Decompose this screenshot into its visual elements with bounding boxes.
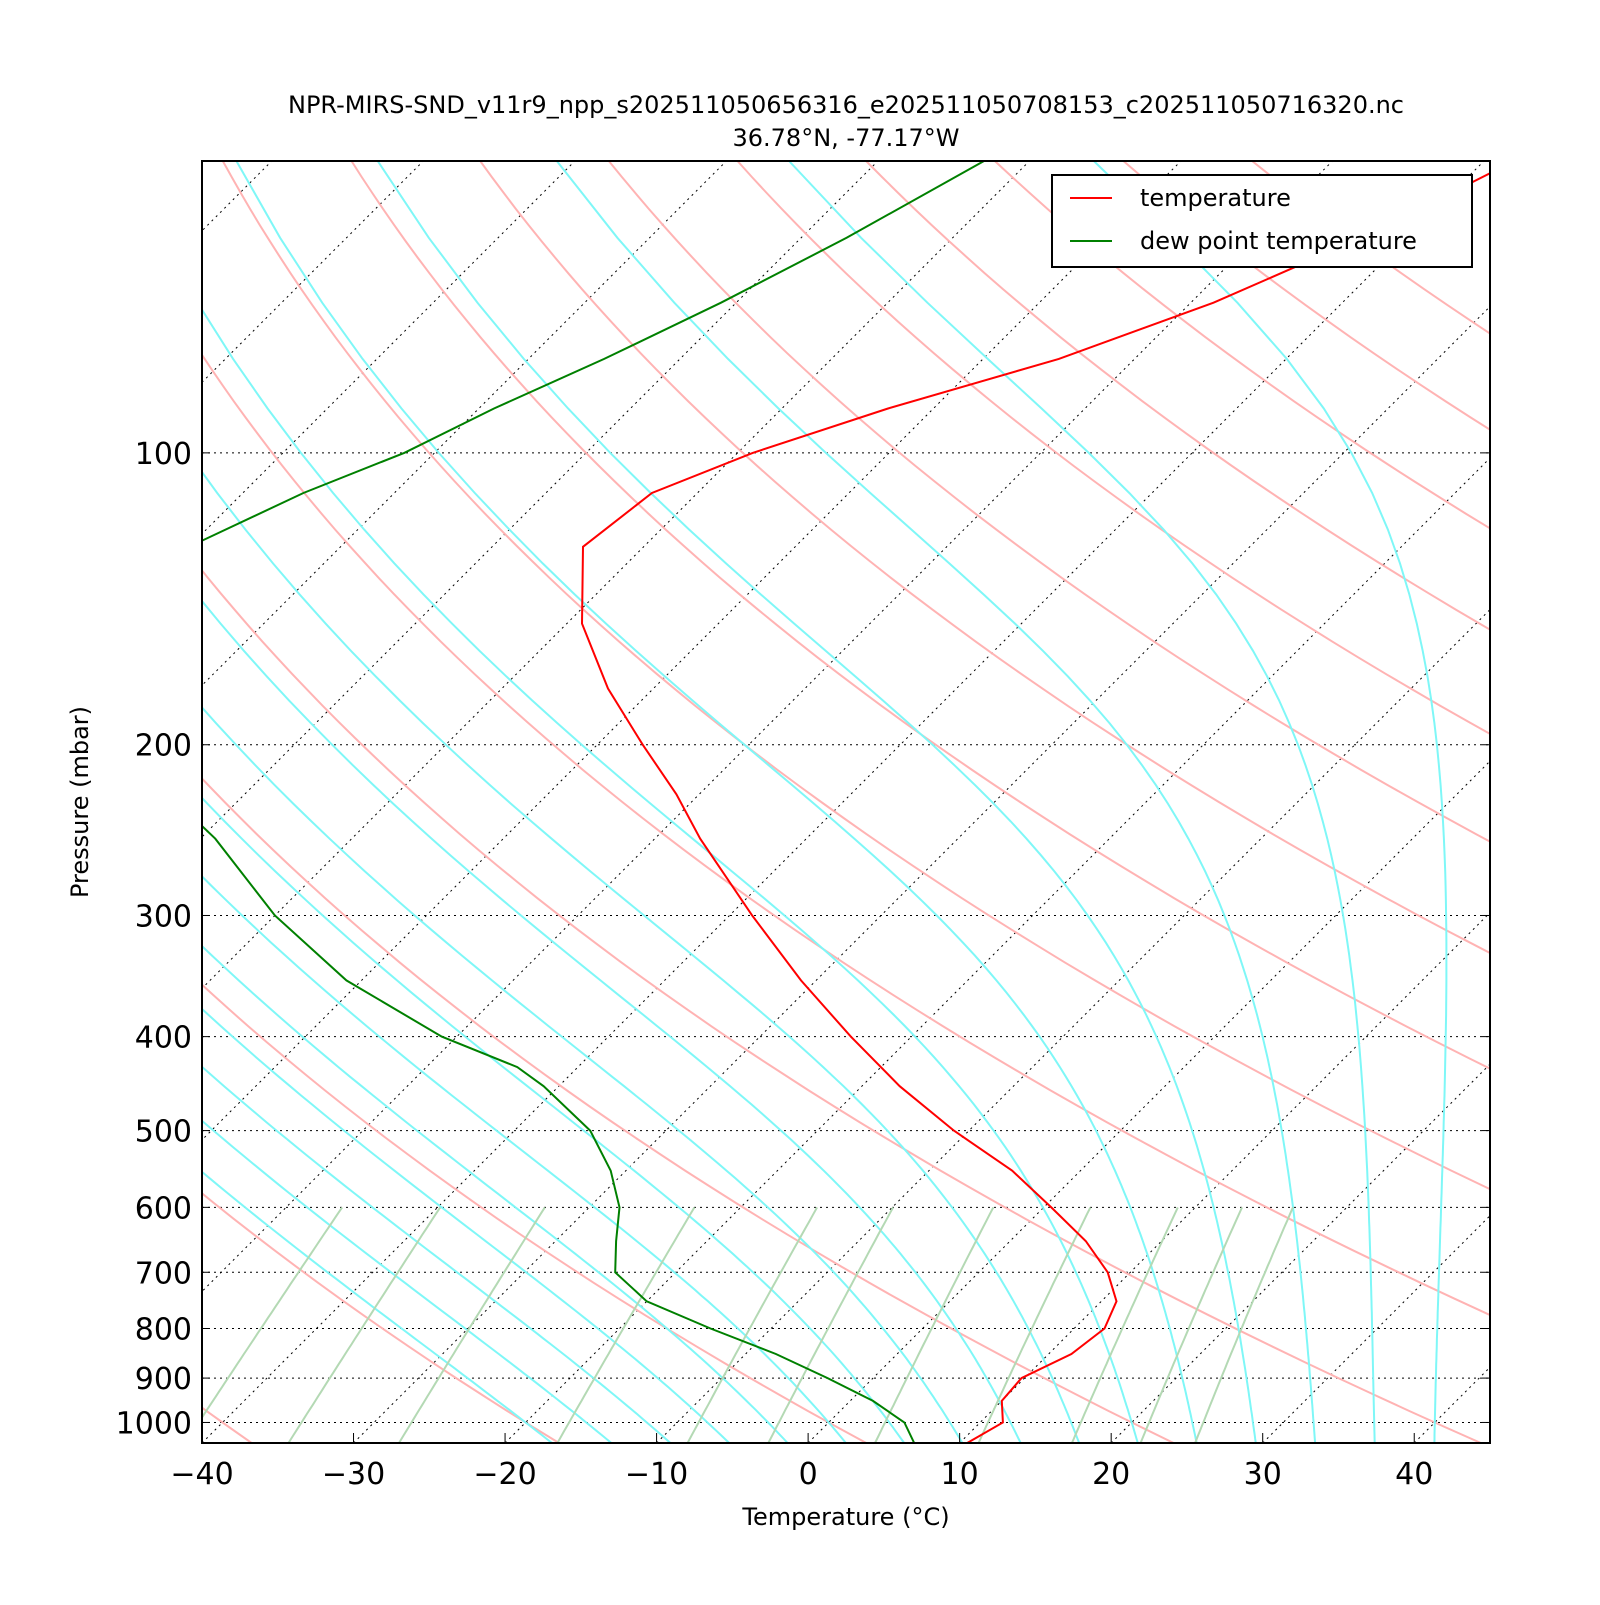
legend-label-dew-point: dew point temperature [1140,227,1417,255]
mixing-ratio-line [399,1207,545,1443]
moist-adiabat [236,161,1197,1447]
y-tick-label: 300 [135,899,192,934]
isotherm-line [1566,161,1600,1443]
moist-adiabat [0,161,907,1447]
y-tick-label: 600 [135,1191,192,1226]
moist-adiabat [30,161,1080,1447]
x-tick-label: 30 [1244,1457,1282,1492]
x-tick-label: 20 [1092,1457,1130,1492]
isotherm-grid [0,161,1600,1443]
y-tick-label: 100 [135,437,192,472]
isotherm-line [960,161,1600,1443]
dry-adiabat [0,161,1481,1443]
isotherm-line [0,161,120,1443]
y-tick-label: 400 [135,1021,192,1056]
mixing-ratio-line [875,1207,993,1443]
y-tick-label: 900 [135,1362,192,1397]
dry-adiabat [0,161,866,1443]
moist-adiabat [123,161,1139,1447]
y-tick-label: 200 [135,729,192,764]
isotherm-line [657,161,1600,1443]
legend: temperature dew point temperature [1052,175,1472,267]
plot-frame [202,161,1490,1443]
x-tick-label: −20 [473,1457,536,1492]
plot-area [0,161,1600,1447]
mixing-ratio-line [289,1207,441,1443]
mixing-ratio-line [557,1207,694,1443]
isotherm-line [808,161,1600,1443]
isotherm-line [0,161,878,1443]
dewpoint-profile [93,161,984,1443]
dry-adiabats [0,161,1600,1443]
x-tick-label: 0 [799,1457,818,1492]
y-tick-label: 700 [135,1256,192,1291]
dry-adiabat [352,161,1600,1443]
isotherm-line [0,161,1029,1443]
x-tick-label: 40 [1395,1457,1433,1492]
y-tick-label: 500 [135,1115,192,1150]
dry-adiabat [1123,161,1600,1443]
x-axis-label: Temperature (°C) [741,1503,949,1531]
moist-adiabat [0,161,675,1447]
y-tick-label: 800 [135,1312,192,1347]
profile-series [93,161,1515,1443]
y-tick-label: 1000 [116,1406,192,1441]
legend-label-temperature: temperature [1140,184,1291,212]
mixing-ratio-line [768,1207,893,1443]
dry-adiabat [0,161,252,1443]
x-tick-label: −40 [170,1457,233,1492]
chart-title: NPR-MIRS-SND_v11r9_npp_s202511050656316_… [288,91,1404,119]
dry-adiabat [1252,161,1600,1443]
y-axis-label: Pressure (mbar) [66,706,94,898]
mixing-ratio-line [1195,1207,1293,1443]
chart-subtitle: 36.78°N, -77.17°W [732,124,959,152]
mixing-ratio-line [979,1207,1091,1443]
isotherm-line [0,161,272,1443]
isotherm-line [50,161,1332,1443]
x-tick-label: −10 [625,1457,688,1492]
isotherm-line [202,161,1484,1443]
x-tick-label: −30 [322,1457,385,1492]
dry-adiabat [0,161,1174,1443]
moist-adiabat [0,161,791,1447]
dry-adiabat [609,161,1600,1443]
x-tick-label: 10 [941,1457,979,1492]
x-tick-labels: −40 −30 −20 −10 0 10 20 30 40 [170,1457,1433,1492]
y-tick-labels: 100 200 300 400 500 600 700 800 900 1000 [116,437,192,1442]
isotherm-line [1263,161,1600,1443]
isotherm-line [0,161,1181,1443]
dry-adiabat [738,161,1600,1443]
